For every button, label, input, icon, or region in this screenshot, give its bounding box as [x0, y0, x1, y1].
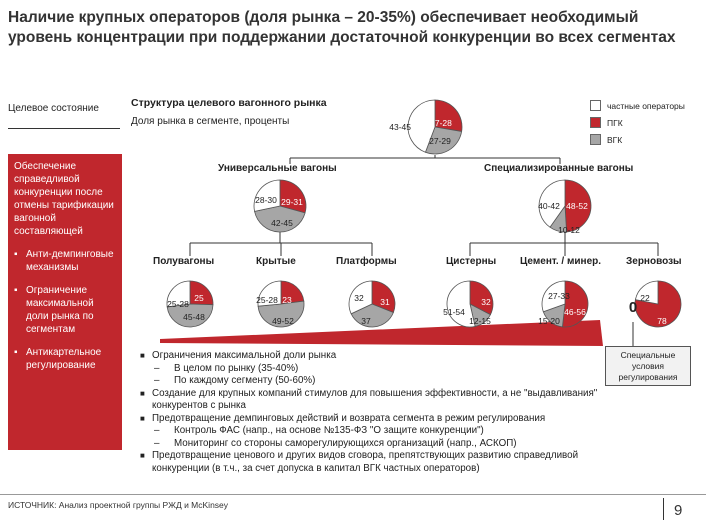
- structure-title: Структура целевого вагонного рынка: [131, 97, 327, 109]
- legend: частные операторы ПГК ВГК: [590, 97, 685, 148]
- measure-item: ■ Создание для крупных компаний стимулов …: [140, 387, 598, 412]
- pie-covered-pgk-label: 23: [282, 295, 292, 305]
- pie-special-private-slice: [538, 179, 566, 228]
- pie-platforms-private-label: 32: [354, 293, 364, 303]
- pie-covered-vgk-slice: [257, 300, 305, 328]
- legend-item-pgk: ПГК: [590, 114, 685, 131]
- label-platforms: Платформы: [336, 256, 397, 267]
- pie-universal-pgk-label: 29-31: [281, 197, 303, 207]
- pie-cement-pgk-slice: [561, 280, 589, 328]
- label-covered: Крытые: [256, 256, 296, 267]
- pie-total-vgk-label: 27-29: [429, 136, 451, 146]
- pie-covered-private-label: 25-28: [256, 295, 278, 305]
- label-cement: Цемент. / минер.: [520, 256, 602, 267]
- panel-bullet: ▪ Ограничение максимальной доли рынка по …: [14, 284, 116, 336]
- tree-connectors: [189, 155, 659, 256]
- pie-cement-private-label: 27-33: [548, 291, 570, 301]
- pie-total-private-slice: [407, 99, 436, 153]
- measure-subitem: – Мониторинг со стороны саморегулирующихс…: [154, 437, 517, 449]
- heading-divider: [8, 128, 120, 129]
- panel-bullet: ▪ Анти-демпинговые механизмы: [14, 248, 116, 274]
- pie-gondola-pgk-slice: [189, 280, 214, 306]
- pie-gondola-private-slice: [166, 280, 191, 308]
- pie-special-pgk-label: 48-52: [566, 201, 588, 211]
- pie-gondola-pgk-label: 25: [194, 293, 204, 303]
- label-grain: Зерновозы: [626, 256, 682, 267]
- panel-bullet-text: Анти-демпинговые механизмы: [26, 249, 114, 273]
- panel-bullet-text: Антикартельное регулирование: [26, 347, 102, 371]
- pie-tanks-vgk-label: 12-15: [469, 316, 491, 326]
- source-note: ИСТОЧНИК: Анализ проектной группы РЖД и …: [8, 500, 229, 510]
- target-state-heading: Целевое состояние: [8, 103, 99, 114]
- trend-wedge: [160, 320, 603, 346]
- pie-total-pgk-slice: [434, 99, 463, 132]
- legend-item-vgk: ВГК: [590, 131, 685, 148]
- pie-grain-private-slice: [634, 280, 659, 305]
- pie-cement-vgk-label: 15-20: [538, 316, 560, 326]
- pie-platforms-pgk-label: 31: [380, 297, 390, 307]
- pie-gondola-private-label: 25-28: [167, 299, 189, 309]
- pie-grain-pgk-slice: [634, 280, 682, 328]
- footer-divider: [0, 494, 706, 495]
- pie-charts: 43-45 27-28 27-29 28-30 29-31 42-45 40-42 48-52…: [166, 99, 682, 328]
- pie-total-private-label: 43-45: [389, 122, 411, 132]
- target-state-text: Обеспечение справедливой конкуренции пос…: [14, 161, 114, 237]
- pie-platforms-vgk-label: 37: [361, 316, 371, 326]
- page-number-divider: [663, 498, 664, 520]
- measure-subitem: – В целом по рынку (35-40%): [154, 362, 299, 374]
- label-special: Специализированные вагоны: [484, 163, 634, 174]
- special-conditions-callout: Специальные условия регулирования: [605, 346, 691, 386]
- pie-universal-private-slice: [253, 179, 281, 212]
- measures-list: ■ Ограничения максимальной доли рынка – В …: [140, 350, 610, 475]
- pie-platforms-private-slice: [348, 280, 373, 315]
- pie-platforms-vgk-slice: [350, 303, 394, 328]
- pie-grain-private-label: 22: [640, 293, 650, 303]
- pie-tanks-pgk-slice: [469, 280, 494, 316]
- pie-tanks-private-label: 51-54: [443, 307, 465, 317]
- pie-cement-private-slice: [541, 280, 566, 313]
- measure-subitem: – По каждому сегменту (50-60%): [154, 375, 316, 386]
- pie-grain-vgk-label: 0: [629, 299, 637, 316]
- measure-subitem: – Контроль ФАС (напр., на основе №135-ФЗ …: [154, 425, 484, 436]
- structure-subtitle: Доля рынка в сегменте, проценты: [131, 116, 290, 127]
- pie-gondola-vgk-slice: [166, 303, 214, 328]
- pie-cement-pgk-label: 46-56: [564, 307, 586, 317]
- panel-bullet: ▪ Антикартельное регулирование: [14, 346, 116, 372]
- pie-universal-vgk-label: 42-45: [271, 218, 293, 228]
- pie-gondola-vgk-label: 45-48: [183, 312, 205, 322]
- label-tanks: Цистерны: [446, 256, 497, 267]
- measure-item: ■ Предотвращение демпинговых действий и в…: [140, 412, 546, 424]
- label-gondola: Полувагоны: [153, 256, 215, 267]
- page-title: Наличие крупных операторов (доля рынка –…: [8, 9, 676, 46]
- measure-item: ■ Предотвращение ценового и других видов …: [140, 450, 579, 474]
- pie-covered-pgk-slice: [280, 280, 305, 305]
- measure-item: ■ Ограничения максимальной доли рынка: [140, 350, 337, 361]
- label-universal: Универсальные вагоны: [218, 163, 337, 174]
- pie-total-vgk-slice: [424, 126, 463, 155]
- pie-tanks-private-slice: [446, 280, 476, 328]
- target-state-panel: Обеспечение справедливой конкуренции пос…: [8, 154, 122, 450]
- pie-special-private-label: 40-42: [538, 201, 560, 211]
- pie-universal-private-label: 28-30: [255, 195, 277, 205]
- panel-bullet-text: Ограничение максимальной доли рынка по с…: [26, 285, 94, 335]
- pie-total-pgk-label: 27-28: [430, 118, 452, 128]
- legend-item-private: частные операторы: [590, 97, 685, 114]
- pie-universal-pgk-slice: [279, 179, 307, 214]
- pie-covered-private-slice: [257, 280, 282, 307]
- pie-special-pgk-slice: [564, 179, 592, 233]
- pie-grain-pgk-label: 78: [657, 316, 667, 326]
- pie-platforms-pgk-slice: [371, 280, 396, 313]
- pie-special-vgk-label: 10-12: [558, 225, 580, 235]
- pie-covered-vgk-label: 49-52: [272, 316, 294, 326]
- pie-universal-vgk-slice: [254, 205, 306, 233]
- pie-tanks-pgk-label: 32: [481, 297, 491, 307]
- page-number: 9: [674, 502, 683, 519]
